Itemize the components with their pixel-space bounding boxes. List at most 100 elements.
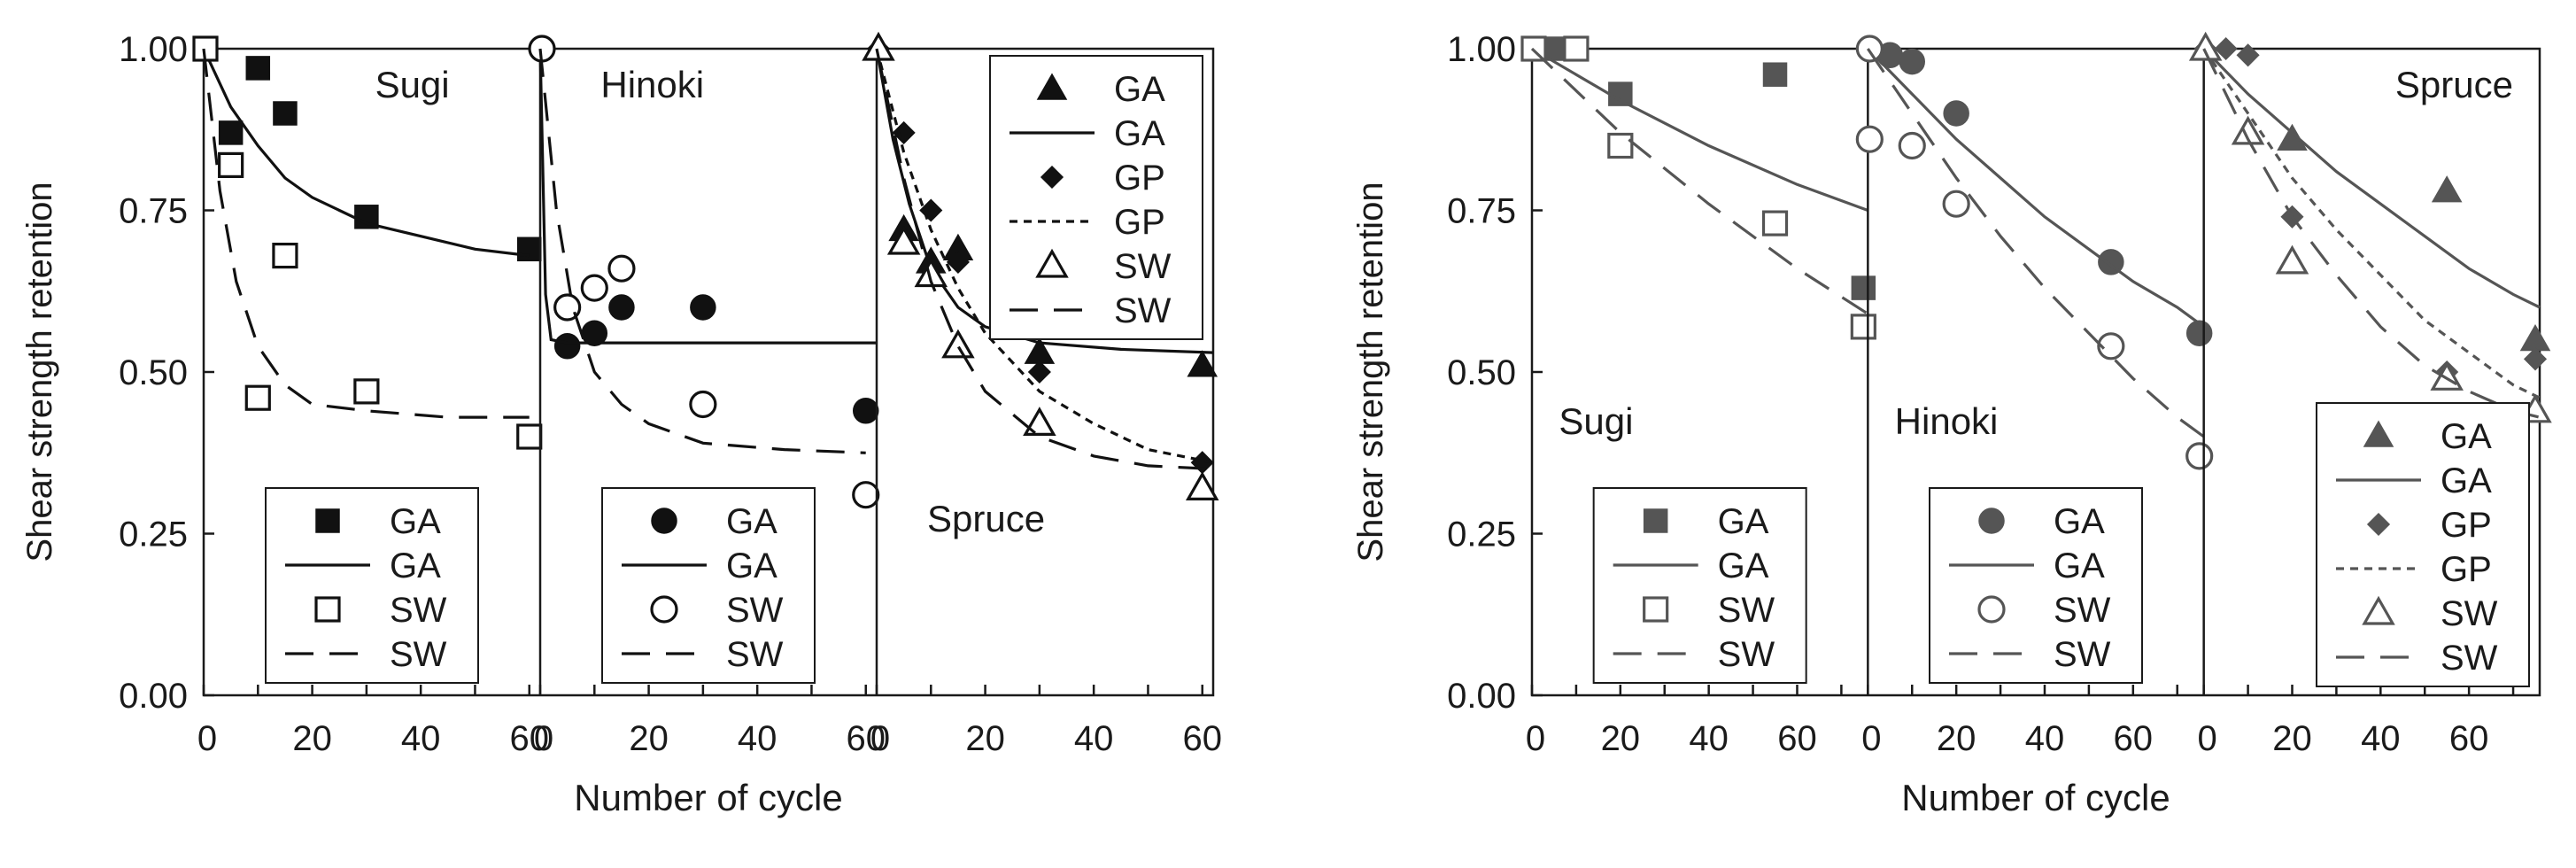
- y-tick-label: 1.00: [119, 30, 188, 69]
- data-point-sw: [941, 329, 975, 359]
- legend-label: SW: [726, 635, 784, 674]
- series-line-sw: [1530, 47, 1869, 315]
- data-point-sw: [2185, 442, 2214, 470]
- legend-swatch-marker: [2362, 595, 2395, 625]
- series-line-ga: [538, 48, 877, 345]
- series-line-sw: [875, 48, 1214, 471]
- x-tick-label: 0: [2198, 719, 2217, 758]
- data-point-ga: [852, 398, 879, 424]
- legend-label: SW: [2441, 639, 2498, 678]
- x-tick-label: 40: [1689, 719, 1729, 758]
- legend-label: GA: [2054, 502, 2105, 541]
- x-tick-label: 40: [2025, 719, 2065, 758]
- legend-label: SW: [1718, 635, 1775, 674]
- legend-frame: [265, 487, 479, 684]
- y-tick-label: 0.75: [119, 192, 188, 231]
- data-point-sw: [244, 384, 271, 411]
- panel-spruce: 0 20 40 60 Spruce GA GA GP GP SW SW: [862, 31, 1222, 758]
- legend-label: GP: [2441, 550, 2492, 589]
- data-point-sw: [1855, 35, 1884, 63]
- data-point-gp: [2236, 43, 2260, 67]
- data-point-sw: [886, 225, 921, 255]
- x-tick-label: 0: [1861, 719, 1881, 758]
- data-point-sw: [914, 258, 948, 288]
- legend-label: GA: [2054, 546, 2105, 585]
- data-point-ga: [2431, 175, 2463, 203]
- data-point-sw: [2097, 332, 2125, 360]
- legend-label: SW: [1114, 247, 1172, 286]
- legend-swatch-marker: [650, 595, 678, 624]
- series-line-ga: [202, 48, 530, 258]
- panel-spruce: 0 20 40 60 Spruce GA GA GP GP SW SW: [2188, 31, 2552, 758]
- x-tick-label: 40: [738, 719, 777, 758]
- x-tick-label: 20: [2272, 719, 2312, 758]
- panel-hinoki: 0 20 40 60 Hinoki GA GA SW SW: [1855, 35, 2214, 758]
- legend-label: GA: [726, 546, 777, 585]
- legend-label: GA: [2441, 417, 2492, 456]
- data-point-sw: [2188, 31, 2223, 61]
- legend-label: GA: [726, 502, 777, 541]
- data-point-ga: [1762, 62, 1788, 87]
- panel-sugi: 0 20 40 60 Sugi GA GA SW SW: [1520, 35, 1876, 758]
- legend-label: GA: [390, 546, 441, 585]
- data-point-sw: [852, 481, 880, 509]
- legend-frame: [989, 55, 1203, 340]
- legend-label: GP: [1114, 159, 1165, 198]
- data-point-sw: [1563, 35, 1590, 62]
- data-point-sw: [2231, 115, 2265, 145]
- data-point-ga: [1187, 350, 1218, 377]
- legend-swatch-marker: [1040, 165, 1064, 190]
- series-line-sw: [202, 48, 530, 419]
- legend-swatch-marker: [315, 508, 340, 533]
- legend-label: GA: [390, 502, 441, 541]
- series-line-ga: [2202, 47, 2541, 309]
- y-tick-label: 0.00: [1447, 677, 1516, 716]
- x-tick-label: 20: [1601, 719, 1641, 758]
- data-point-ga: [245, 56, 271, 81]
- data-point-sw: [1898, 131, 1926, 160]
- y-tick-label: 0.75: [1447, 192, 1516, 231]
- chart-2: 0.00 0.25 0.50 0.75 1.00 Shear strength reten…: [1351, 30, 2552, 818]
- series-line-ga: [1531, 47, 1868, 213]
- data-point-ga: [1851, 275, 1876, 300]
- panel-sugi: 0 20 40 60 Sugi GA GA SW SW: [192, 35, 549, 758]
- panel-title: Hinoki: [600, 64, 704, 105]
- data-point-sw: [1607, 132, 1634, 159]
- data-point-sw: [1942, 190, 1970, 218]
- panel-title: Spruce: [2395, 64, 2513, 105]
- data-point-sw: [1850, 314, 1876, 340]
- series-line-sw: [538, 48, 866, 454]
- legend-swatch-marker: [651, 508, 677, 534]
- data-point-sw: [1761, 210, 1789, 236]
- y-axis-label: Shear strength retention: [1351, 182, 1390, 562]
- legend-label: SW: [726, 591, 784, 630]
- data-point-sw: [516, 423, 543, 450]
- legend-label: SW: [390, 591, 447, 630]
- y-tick-label: 0.00: [119, 677, 188, 716]
- legend-swatch-marker: [1035, 248, 1069, 278]
- x-tick-label: 0: [197, 719, 217, 758]
- legend-swatch-marker: [2363, 420, 2394, 447]
- legend-label: GP: [2441, 506, 2492, 545]
- series-line-gp: [875, 48, 1214, 464]
- x-tick-label: 40: [2361, 719, 2401, 758]
- legend-swatch-marker: [1978, 508, 2005, 534]
- x-tick-label: 20: [292, 719, 332, 758]
- y-tick-label: 0.50: [119, 353, 188, 392]
- x-tick-label: 60: [1182, 719, 1222, 758]
- x-tick-label: 0: [1526, 719, 1545, 758]
- legend: GA GA GP GP SW SW: [2316, 402, 2530, 687]
- data-point-ga: [690, 294, 716, 321]
- data-point-gp: [946, 250, 970, 274]
- legend-swatch-marker: [1977, 595, 2006, 624]
- legend-label: GA: [1718, 546, 1769, 585]
- data-point-sw: [218, 151, 244, 178]
- x-tick-label: 60: [1777, 719, 1817, 758]
- y-tick-label: 0.50: [1447, 353, 1516, 392]
- legend: GA GA SW SW: [1592, 487, 1807, 684]
- y-axis-label: Shear strength retention: [20, 182, 59, 562]
- data-point-gp: [892, 120, 916, 144]
- legend-frame: [2316, 402, 2530, 687]
